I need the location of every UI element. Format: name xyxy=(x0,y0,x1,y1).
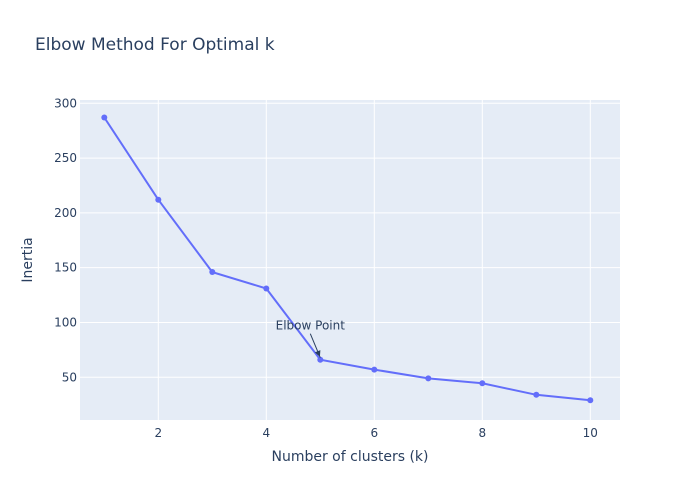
y-tick-label: 200 xyxy=(54,206,77,220)
plot-area xyxy=(80,100,620,420)
data-point xyxy=(587,397,594,404)
y-tick-label: 250 xyxy=(54,151,77,165)
data-points xyxy=(101,114,594,404)
y-tick-label: 150 xyxy=(54,261,77,275)
x-tick-label: 2 xyxy=(154,426,162,440)
data-point xyxy=(317,356,324,363)
series-line xyxy=(103,116,591,402)
annotation-arrowhead xyxy=(314,350,321,357)
y-axis-title: Inertia xyxy=(20,237,36,282)
x-tick-labels: 2 4 6 8 10 xyxy=(154,426,597,440)
annotation-label: Elbow Point xyxy=(276,319,346,333)
y-tick-label: 50 xyxy=(62,370,77,384)
data-point xyxy=(533,391,540,398)
chart-title: Elbow Method For Optimal k xyxy=(35,35,275,55)
data-point xyxy=(263,285,270,292)
y-tick-label: 300 xyxy=(54,96,77,110)
x-axis-title: Number of clusters (k) xyxy=(271,449,428,465)
x-tick-label: 8 xyxy=(478,426,486,440)
data-point xyxy=(425,375,432,382)
x-tick-label: 10 xyxy=(583,426,598,440)
x-tick-label: 4 xyxy=(262,426,270,440)
data-point xyxy=(371,366,378,373)
data-point xyxy=(479,380,486,387)
y-tick-label: 100 xyxy=(54,315,77,329)
elbow-annotation: Elbow Point xyxy=(276,319,346,358)
y-tick-labels: 50 100 150 200 250 300 xyxy=(54,96,77,384)
data-point xyxy=(209,269,216,276)
x-tick-label: 6 xyxy=(370,426,378,440)
data-point xyxy=(155,196,162,203)
gridlines xyxy=(80,100,620,420)
data-point xyxy=(101,114,108,121)
